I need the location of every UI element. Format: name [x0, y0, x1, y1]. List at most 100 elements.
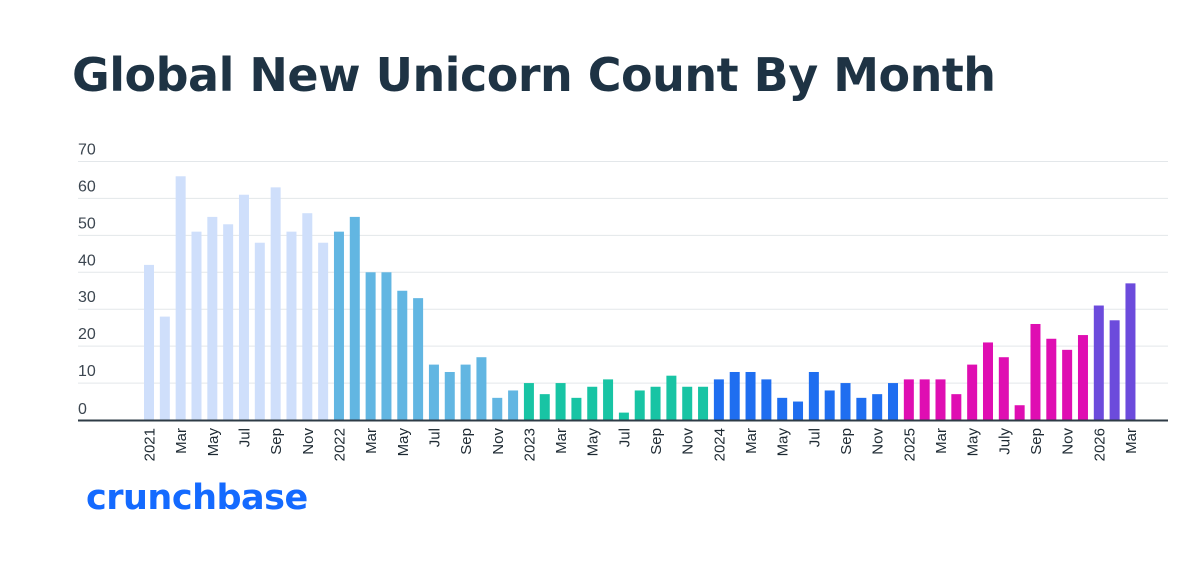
x-tick-label: Mar — [363, 428, 380, 454]
bar — [144, 264, 154, 420]
x-tick-label: July — [996, 428, 1013, 455]
bar — [286, 231, 297, 420]
bar — [967, 364, 978, 420]
bar — [302, 213, 313, 420]
x-tick-label: Jul — [236, 428, 253, 447]
x-tick-label: Jul — [806, 428, 823, 447]
x-tick-label: Sep — [648, 428, 665, 455]
bar — [492, 397, 503, 420]
x-tick-label: Jul — [426, 428, 443, 447]
bar — [1125, 283, 1136, 420]
y-tick-label: 40 — [78, 252, 96, 269]
x-tick-label: Sep — [838, 428, 855, 455]
bar — [650, 386, 661, 420]
bar — [223, 224, 234, 420]
bar — [777, 397, 788, 420]
bar — [428, 364, 439, 420]
x-tick-label: May — [395, 428, 412, 457]
bar — [682, 386, 693, 420]
bar — [1077, 335, 1088, 420]
bar — [998, 357, 1009, 420]
x-tick-label: Sep — [268, 428, 285, 455]
bar — [1062, 349, 1073, 420]
bar — [856, 397, 867, 420]
x-tick-label: Mar — [173, 428, 190, 454]
bar — [318, 242, 329, 420]
x-tick-label: 2023 — [521, 428, 538, 461]
x-tick-label: Mar — [743, 428, 760, 454]
x-tick-label: Sep — [1028, 428, 1045, 455]
bar — [793, 401, 804, 420]
bar — [413, 298, 424, 420]
bar — [903, 379, 914, 420]
bar — [729, 371, 740, 420]
bar — [698, 386, 709, 420]
y-tick-label: 0 — [78, 401, 87, 418]
x-tick-label: 2021 — [142, 428, 159, 461]
bar — [381, 272, 392, 420]
bar — [1109, 320, 1120, 420]
bar — [191, 231, 202, 420]
bar — [824, 390, 835, 420]
bar — [919, 379, 930, 420]
x-tick-label: Nov — [1060, 428, 1077, 455]
bar — [207, 216, 218, 420]
x-tick-label: May — [585, 428, 602, 457]
bar — [159, 316, 170, 420]
bar — [808, 371, 819, 420]
bar — [745, 371, 756, 420]
x-tick-label: May — [775, 428, 792, 457]
bar — [397, 290, 408, 420]
bar — [238, 194, 249, 420]
bar — [571, 397, 582, 420]
bar — [951, 394, 962, 420]
bars — [144, 176, 1136, 420]
bar — [539, 394, 550, 420]
bar — [713, 379, 724, 420]
x-tick-label: Mar — [933, 428, 950, 454]
bar — [175, 176, 186, 420]
chart-title: Global New Unicorn Count By Month — [72, 48, 996, 102]
bar — [982, 342, 993, 420]
bar — [1014, 405, 1025, 420]
bar — [254, 242, 265, 420]
bar — [460, 364, 471, 420]
bar — [444, 371, 455, 420]
bar — [603, 379, 614, 420]
bar — [365, 272, 376, 420]
x-tick-label: May — [965, 428, 982, 457]
x-tick-label: 2022 — [331, 428, 348, 461]
y-tick-label: 70 — [78, 142, 96, 159]
x-tick-label: Nov — [490, 428, 507, 455]
bar — [587, 386, 598, 420]
crunchbase-logo: crunchbase — [86, 478, 308, 518]
x-tick-label: Mar — [1123, 428, 1140, 454]
bar — [761, 379, 772, 420]
bar — [523, 383, 534, 420]
y-tick-label: 50 — [78, 215, 96, 232]
y-tick-label: 30 — [78, 289, 96, 306]
bar — [1093, 305, 1104, 420]
x-tick-label: Nov — [680, 428, 697, 455]
x-tick-label: 2025 — [901, 428, 918, 461]
bar — [555, 383, 566, 420]
x-tick-label: Nov — [300, 428, 317, 455]
bar — [270, 187, 281, 420]
x-tick-label: Jul — [616, 428, 633, 447]
x-axis-tick-labels: 2021 Mar May Jul Sep Nov 2022 Mar May Jul Sep Nov 20… — [142, 428, 1140, 462]
x-tick-label: Mar — [553, 428, 570, 454]
bar — [935, 379, 946, 420]
y-tick-label: 20 — [78, 326, 96, 343]
y-tick-label: 60 — [78, 178, 96, 195]
x-tick-label: Sep — [458, 428, 475, 455]
x-tick-label: Nov — [870, 428, 887, 455]
y-tick-label: 10 — [78, 363, 96, 380]
bar — [618, 412, 629, 420]
bar — [333, 231, 344, 420]
bar — [1030, 323, 1041, 420]
x-tick-label: 2026 — [1091, 428, 1108, 461]
bar — [1046, 338, 1057, 420]
x-tick-label: May — [205, 428, 222, 457]
x-tick-label: 2024 — [711, 428, 728, 461]
